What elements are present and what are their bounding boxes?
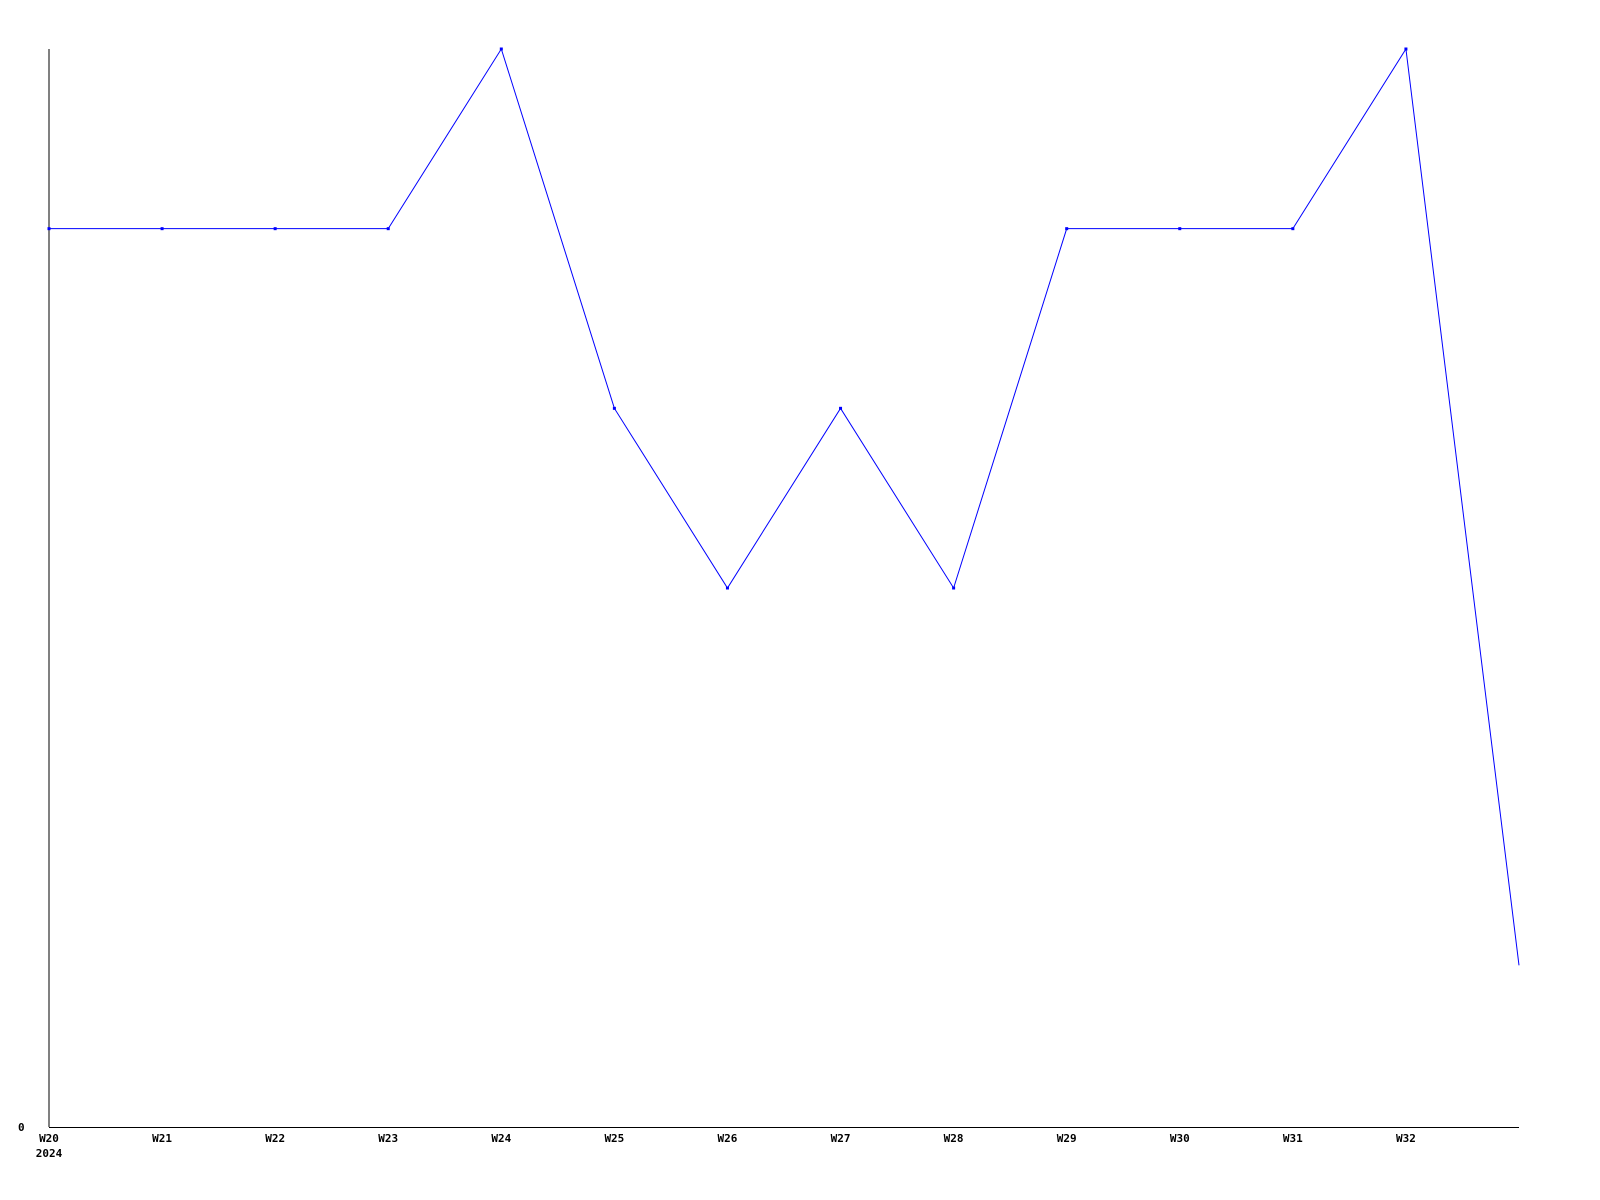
data-point [386, 227, 390, 231]
series-line [49, 47, 1520, 966]
x-tick-label: W32 [1396, 1132, 1416, 1145]
data-point [1291, 227, 1295, 231]
x-tick-label: W20 [39, 1132, 59, 1145]
data-point [725, 586, 729, 590]
x-tick-label: W29 [1057, 1132, 1077, 1145]
data-point [160, 227, 164, 231]
data-point [47, 227, 51, 231]
x-tick-label: W28 [944, 1132, 964, 1145]
x-tick-label: W25 [604, 1132, 624, 1145]
data-point [499, 47, 503, 51]
x-tick-label: W30 [1170, 1132, 1190, 1145]
data-point [1404, 47, 1408, 51]
data-point [952, 586, 956, 590]
x-tick-label: W26 [718, 1132, 738, 1145]
data-point [839, 406, 843, 410]
x-tick-label: W31 [1283, 1132, 1303, 1145]
x-tick-label: W22 [265, 1132, 285, 1145]
data-point [1178, 227, 1182, 231]
data-point [612, 406, 616, 410]
data-point [1065, 227, 1069, 231]
x-tick-label: W24 [491, 1132, 511, 1145]
x-tick-label: W21 [152, 1132, 172, 1145]
y-tick-label: 0 [18, 1121, 25, 1134]
series-layer [47, 47, 1520, 966]
axes [48, 49, 1519, 1128]
data-point [273, 227, 277, 231]
x-tick-label: W27 [831, 1132, 851, 1145]
tick-labels: 0 W20 W21 W22 W23 W24 W25 W26 W27 W28 W29 W30 W31 W32… [18, 1121, 1416, 1160]
x-tick-label: W23 [378, 1132, 398, 1145]
year-label: 2024 [36, 1147, 63, 1160]
